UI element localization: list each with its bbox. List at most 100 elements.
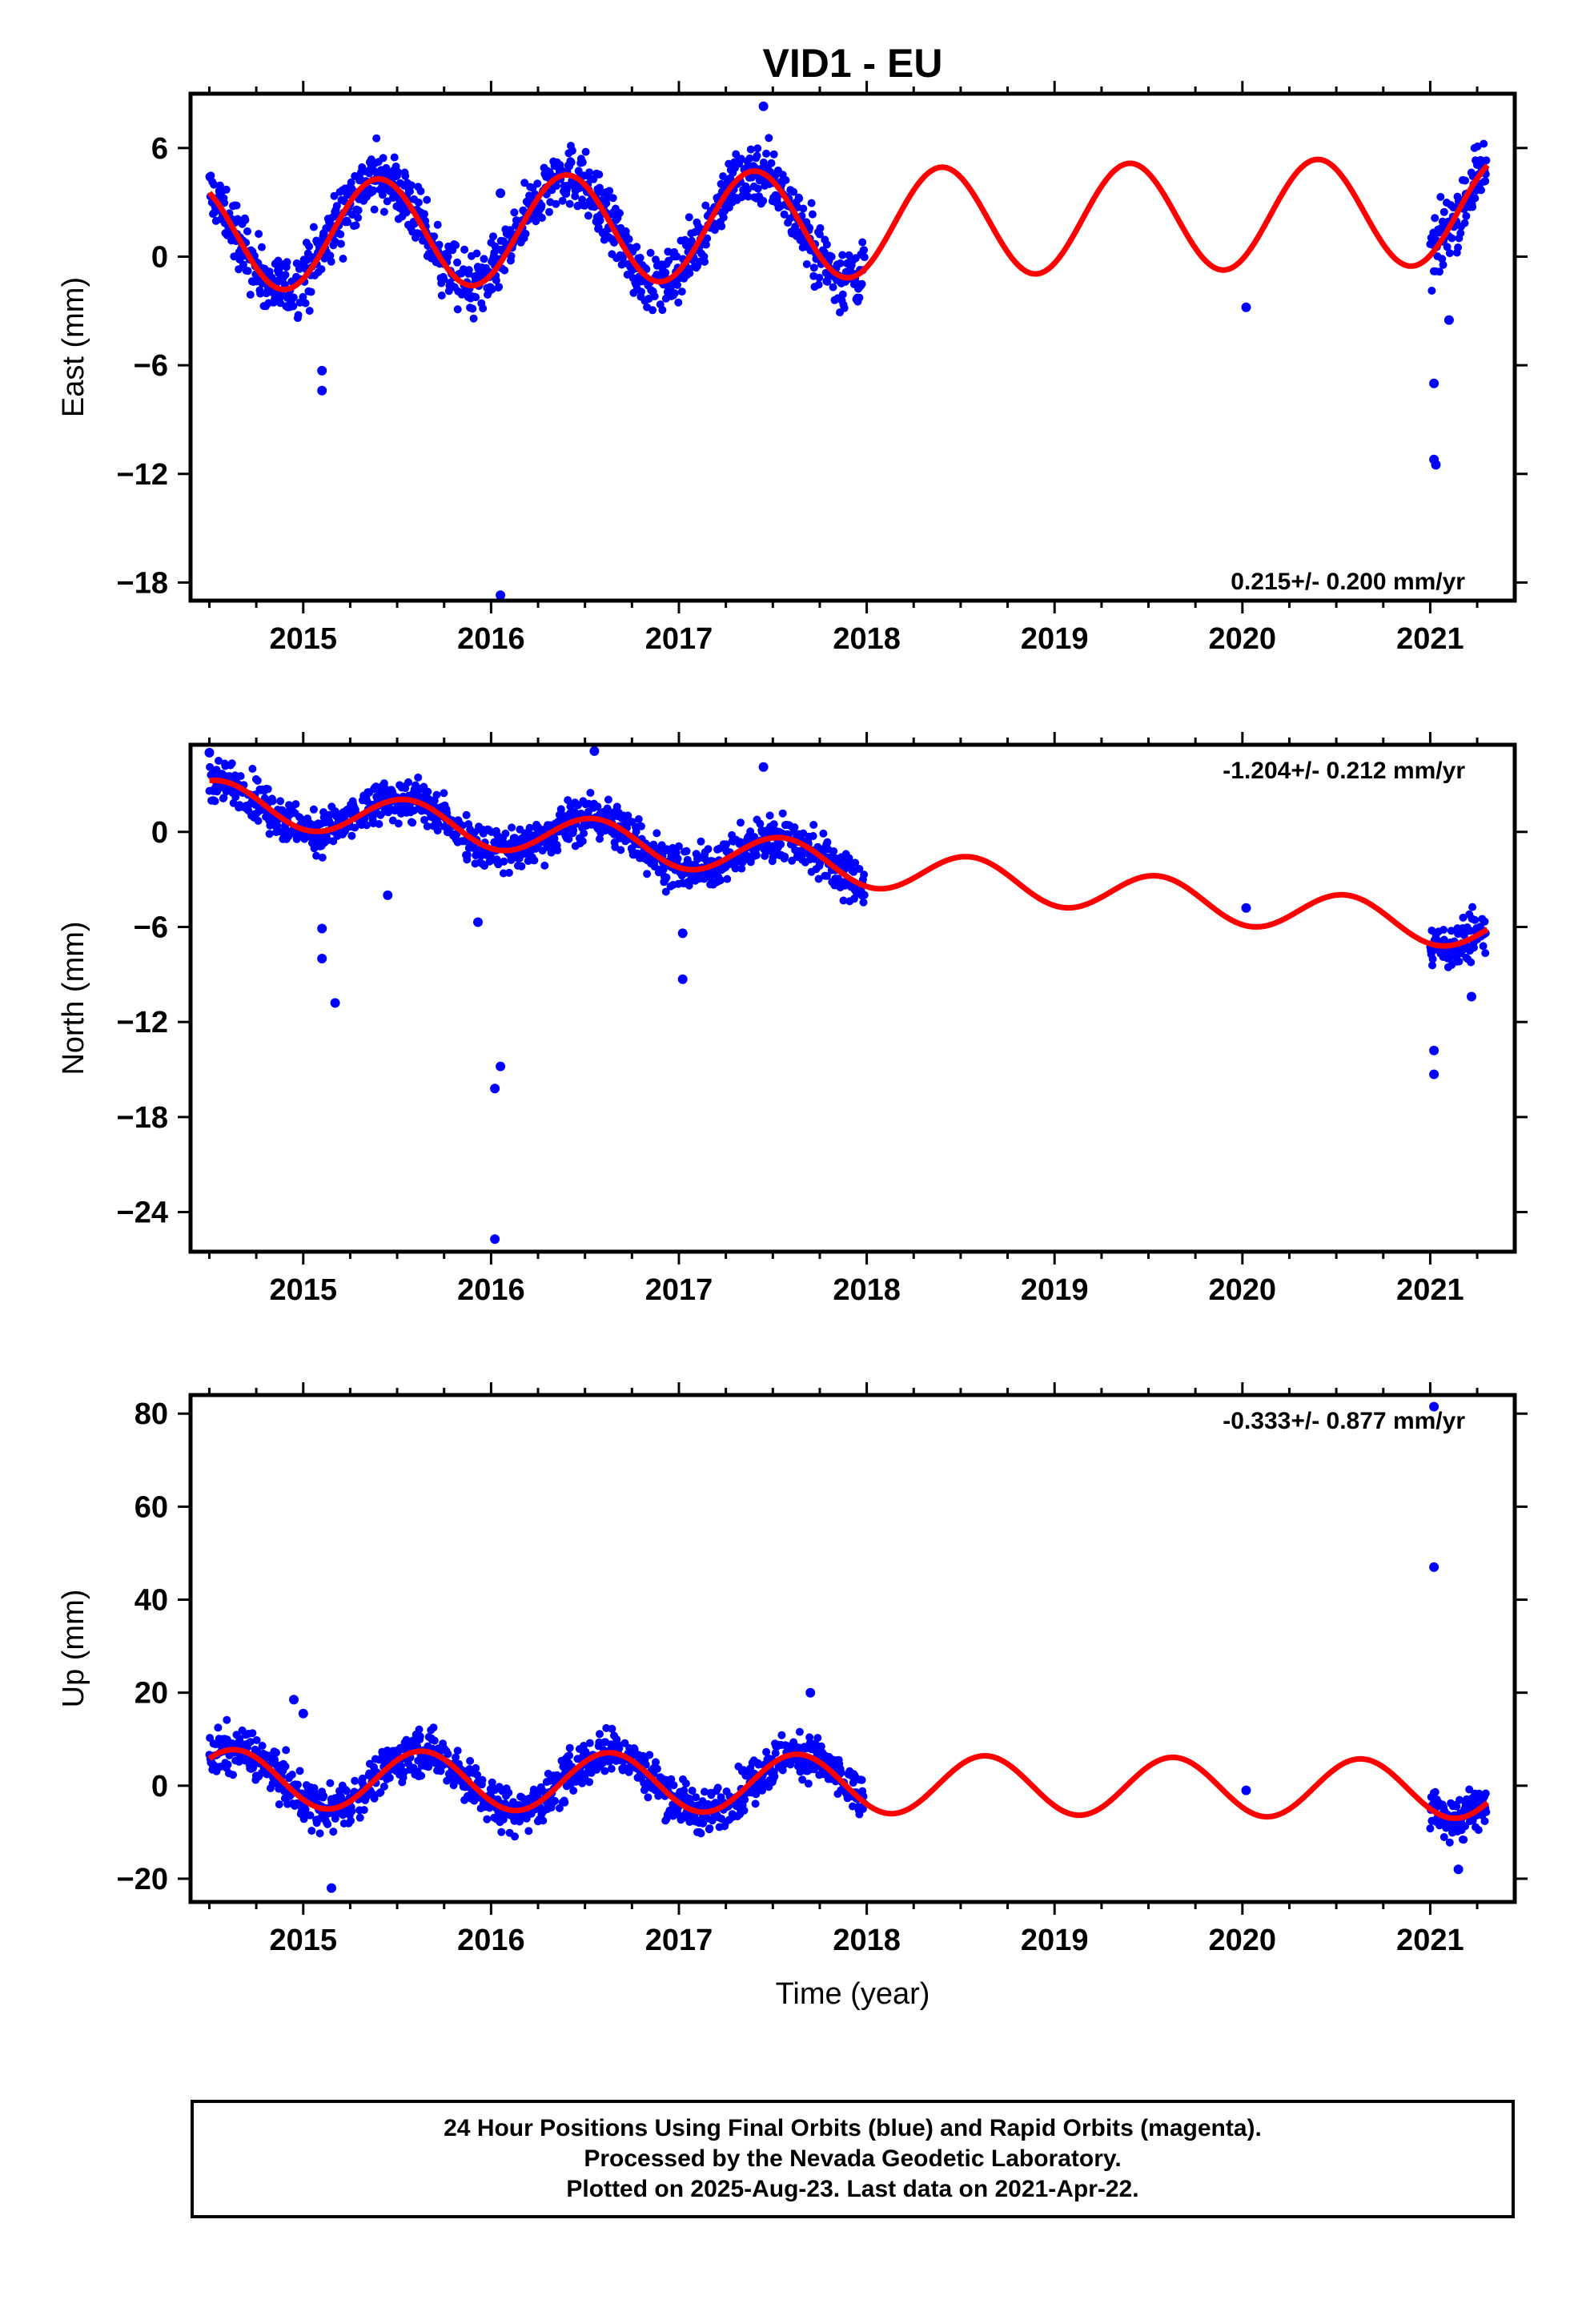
data-point [1445,249,1454,258]
data-point [857,279,866,288]
data-point [499,1815,508,1823]
data-point [347,1807,356,1815]
data-point [414,773,423,782]
data-point [433,220,442,229]
data-point [517,862,526,870]
data-point [347,178,355,187]
data-point [805,223,814,232]
data-point [604,795,612,804]
data-point [565,199,574,208]
data-point [248,1729,257,1738]
data-point [558,196,567,205]
data-point [359,1806,368,1815]
data-point [732,150,741,159]
data-point [809,263,818,272]
data-point [299,292,307,301]
data-point [737,155,745,163]
data-point [703,234,712,243]
data-point [495,283,504,292]
data-point [685,269,694,278]
data-point [1481,949,1490,958]
data-point [860,891,869,899]
data-point [637,287,645,296]
data-point [595,170,604,179]
data-point [1456,229,1465,238]
data-point [634,814,643,823]
data-point [780,210,789,219]
y-axis-label: North (mm) [57,921,90,1075]
data-point [440,789,448,798]
data-point [677,287,686,296]
data-point [1480,1817,1489,1826]
data-point [674,842,683,850]
data-point [444,252,452,261]
data-point [753,144,762,153]
data-point [545,207,553,216]
outlier-point [1467,991,1476,1002]
data-point [596,216,604,225]
plot-frame [188,742,1517,1254]
data-point [745,154,754,163]
data-point [309,805,318,814]
data-point [770,1772,779,1781]
data-point [1480,917,1489,926]
data-point [305,307,314,316]
x-tick-label: 2020 [1209,622,1277,656]
data-point [246,1738,255,1747]
data-point [746,827,755,836]
data-point [376,1788,385,1796]
data-point [596,834,604,843]
data-point [478,1775,487,1784]
data-point [823,838,832,846]
data-point [1428,961,1436,970]
data-point [670,289,679,298]
data-point [433,826,442,835]
data-point [1431,1787,1439,1796]
data-point [379,1782,388,1791]
data-point [1481,177,1490,186]
data-point [378,191,387,199]
data-point [568,147,576,155]
x-tick-label: 2019 [1021,1273,1089,1307]
y-tick-label: −12 [117,458,168,492]
data-point [305,242,314,251]
data-point [1428,955,1437,963]
data-point [489,232,497,241]
data-point [210,180,219,189]
data-point [603,193,612,202]
data-point [1455,957,1464,966]
data-point [777,1731,786,1739]
data-point [552,199,560,208]
outlier-point [330,998,340,1008]
y-tick-label: −6 [134,349,168,383]
data-point [497,1827,506,1836]
outlier-point [1429,378,1439,388]
data-point [372,134,381,143]
data-point [299,1815,308,1823]
data-point [1471,915,1480,924]
x-tick-label: 2019 [1021,1924,1089,1957]
data-point [769,150,778,159]
data-point [1470,943,1478,952]
data-point [369,186,378,195]
data-point [332,202,341,211]
data-point [215,757,223,765]
data-point [326,251,335,260]
data-point [1462,211,1471,220]
data-point [1461,176,1470,185]
data-point [860,870,869,879]
data-point [532,217,540,226]
data-point [323,1820,332,1828]
data-point [309,223,318,231]
x-tick-label: 2015 [269,1273,337,1307]
data-point [762,149,771,158]
data-point [1445,1838,1454,1847]
data-point [789,187,798,196]
outlier-point [758,101,769,111]
data-point [578,837,587,846]
data-point [649,840,658,849]
data-point [490,248,499,257]
data-point [637,822,645,830]
chart-title: VID1 - EU [762,41,942,86]
x-tick-label: 2021 [1396,1273,1464,1307]
